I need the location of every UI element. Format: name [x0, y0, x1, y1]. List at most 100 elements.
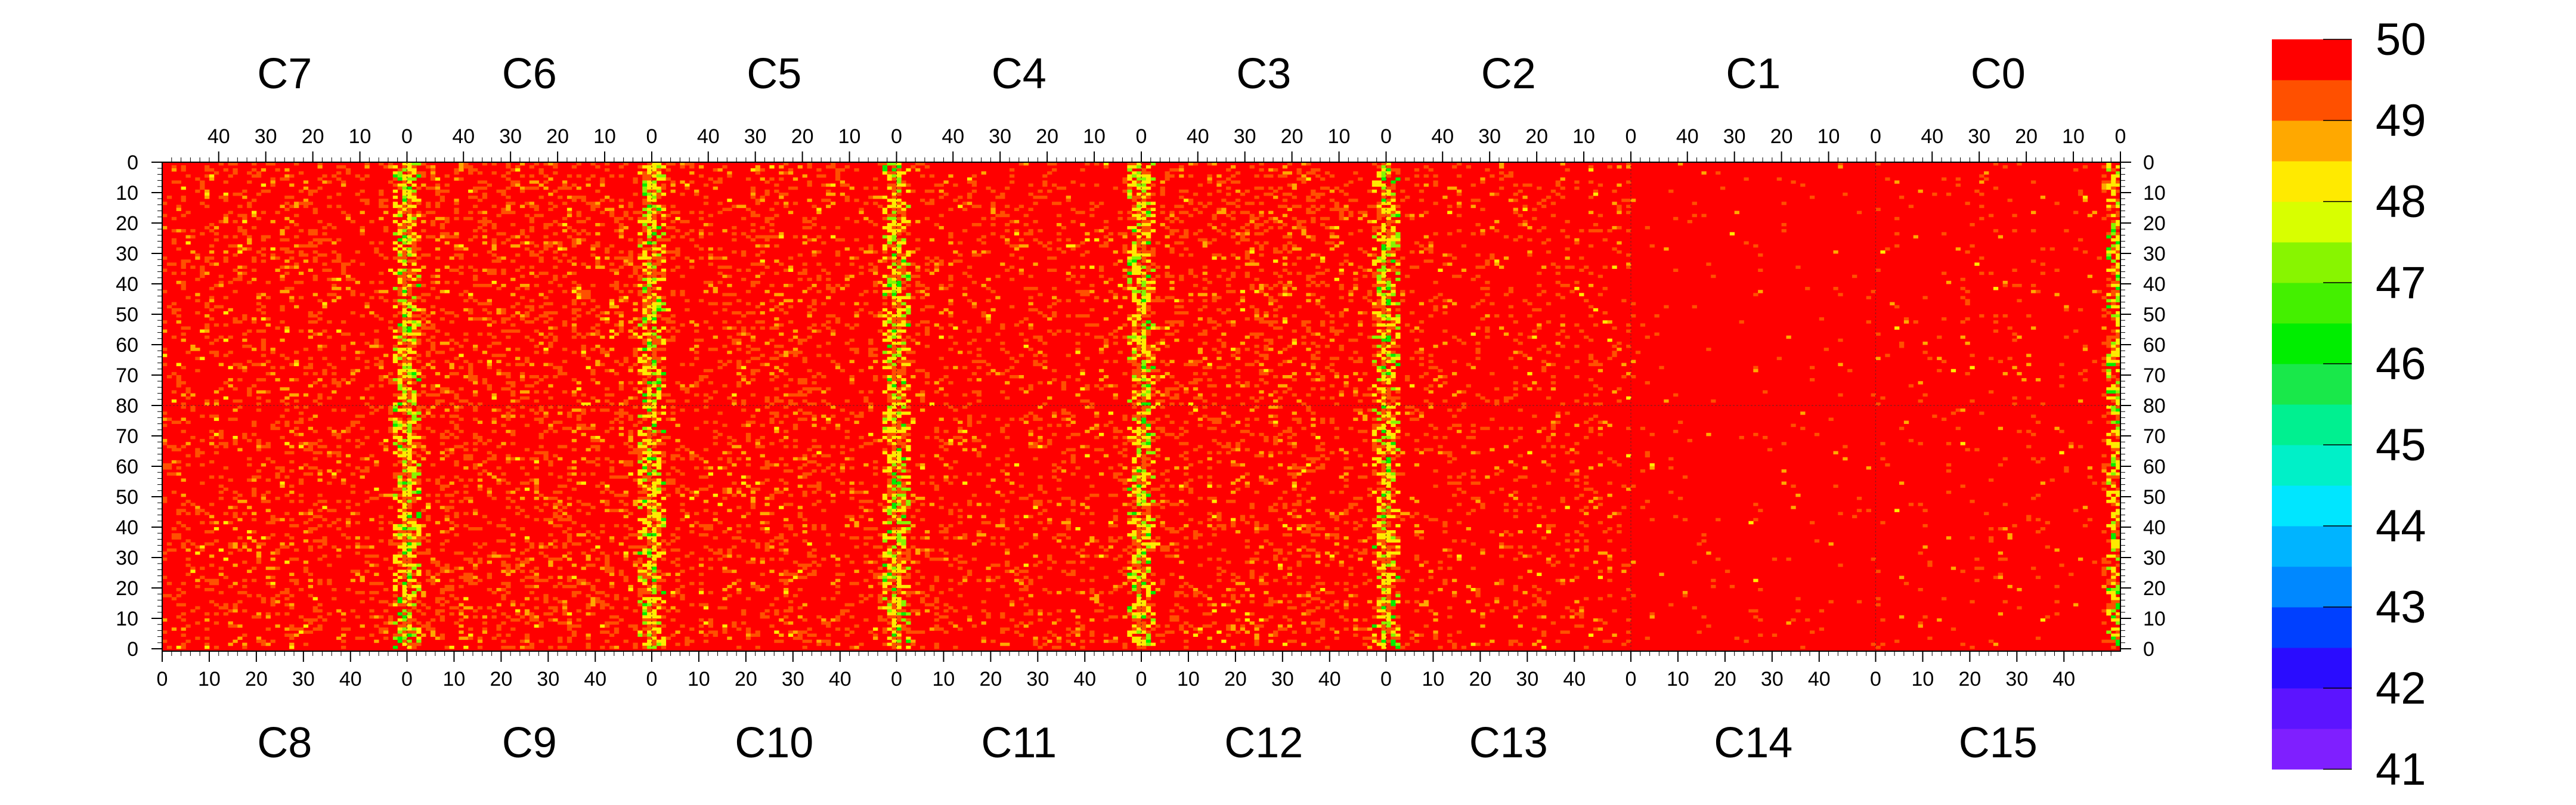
heat-cell	[854, 302, 859, 306]
heat-cell	[538, 213, 544, 218]
heat-cell	[473, 277, 478, 281]
heat-cell	[1376, 378, 1382, 382]
heat-cell	[633, 387, 638, 391]
heat-cell	[948, 311, 953, 315]
heat-cell	[685, 186, 690, 190]
heat-cell	[732, 393, 737, 397]
heat-cell	[312, 250, 318, 254]
heat-cell	[1381, 265, 1386, 269]
heat-cell	[1141, 196, 1147, 199]
heat-cell	[1145, 384, 1151, 388]
heat-cell	[736, 320, 742, 324]
heat-cell	[1132, 213, 1137, 218]
heat-cell	[868, 354, 874, 357]
heat-cell	[689, 259, 695, 263]
heat-cell	[1085, 290, 1090, 293]
heat-cell	[1085, 250, 1090, 254]
heat-cell	[543, 348, 549, 351]
heat-cell	[727, 274, 732, 278]
heat-cell	[1160, 180, 1165, 184]
heat-cell	[1202, 299, 1208, 302]
heat-cell	[618, 199, 624, 202]
heat-cell	[411, 250, 417, 254]
heat-cell	[859, 210, 864, 215]
heat-cell	[882, 308, 888, 312]
heat-cell	[1400, 293, 1405, 296]
heat-cell	[1188, 299, 1194, 302]
heat-cell	[779, 196, 784, 199]
heat-cell	[1391, 210, 1396, 215]
heat-cell	[637, 256, 643, 260]
heat-cell	[1132, 384, 1137, 388]
heat-cell	[769, 378, 775, 382]
heat-cell	[1376, 293, 1382, 296]
heat-cell	[477, 332, 483, 336]
heat-cell	[1179, 174, 1184, 178]
heat-cell	[213, 238, 219, 242]
heat-cell	[228, 210, 233, 215]
heat-cell	[1391, 219, 1396, 224]
heat-cell	[1042, 360, 1048, 363]
heat-cell	[1376, 210, 1382, 215]
heat-cell	[1005, 268, 1010, 272]
heat-cell	[548, 202, 553, 205]
heat-cell	[661, 378, 667, 382]
heat-cell	[788, 171, 794, 175]
heat-cell	[703, 369, 709, 373]
heat-cell	[407, 387, 412, 391]
heat-cell	[1009, 305, 1015, 309]
heat-cell	[1287, 193, 1293, 196]
heat-cell	[906, 284, 911, 287]
heat-cell	[1371, 314, 1377, 318]
heat-cell	[421, 183, 426, 187]
heat-cell	[1141, 363, 1147, 367]
heat-cell	[251, 348, 257, 351]
heat-cell	[459, 387, 464, 391]
heat-cell	[887, 256, 892, 260]
heat-cell	[1212, 384, 1217, 388]
heat-cell	[896, 238, 902, 242]
heat-cell	[491, 320, 497, 324]
heat-cell	[261, 168, 267, 172]
heat-cell	[261, 317, 267, 321]
heat-cell	[1254, 290, 1259, 293]
heat-cell	[176, 247, 181, 251]
heat-cell	[421, 326, 426, 330]
heat-cell	[995, 274, 1001, 278]
heat-cell	[439, 232, 445, 236]
heat-cell	[538, 332, 544, 336]
heat-cell	[826, 199, 831, 202]
heat-cell	[600, 199, 605, 202]
heat-cell	[1052, 378, 1057, 382]
heat-cell	[468, 238, 473, 242]
heat-cell	[976, 399, 982, 403]
heat-cell	[1235, 171, 1241, 175]
heat-cell	[896, 259, 902, 263]
heat-cell	[891, 162, 897, 166]
heat-cell	[901, 226, 906, 230]
heat-cell	[844, 165, 850, 169]
heat-cell	[1264, 193, 1269, 196]
heat-cell	[402, 351, 407, 354]
heat-cell	[200, 180, 205, 184]
heat-cell	[1240, 193, 1246, 196]
heat-cell	[1103, 280, 1109, 284]
heat-cell	[548, 290, 553, 293]
heat-cell	[1137, 314, 1142, 318]
heat-cell	[694, 393, 699, 397]
heat-cell	[1292, 183, 1297, 187]
heat-cell	[896, 268, 902, 272]
heat-cell	[407, 216, 412, 221]
heat-cell	[308, 366, 314, 370]
heat-cell	[487, 360, 492, 363]
heat-cell	[1085, 332, 1090, 336]
heat-cell	[407, 369, 412, 373]
heat-cell	[784, 363, 789, 367]
heat-cell	[491, 247, 497, 251]
heat-cell	[1145, 219, 1151, 224]
heat-cell	[600, 180, 605, 184]
heat-cell	[877, 329, 883, 333]
heat-cell	[439, 223, 445, 227]
heat-cell	[270, 183, 275, 187]
heat-cell	[887, 171, 892, 175]
